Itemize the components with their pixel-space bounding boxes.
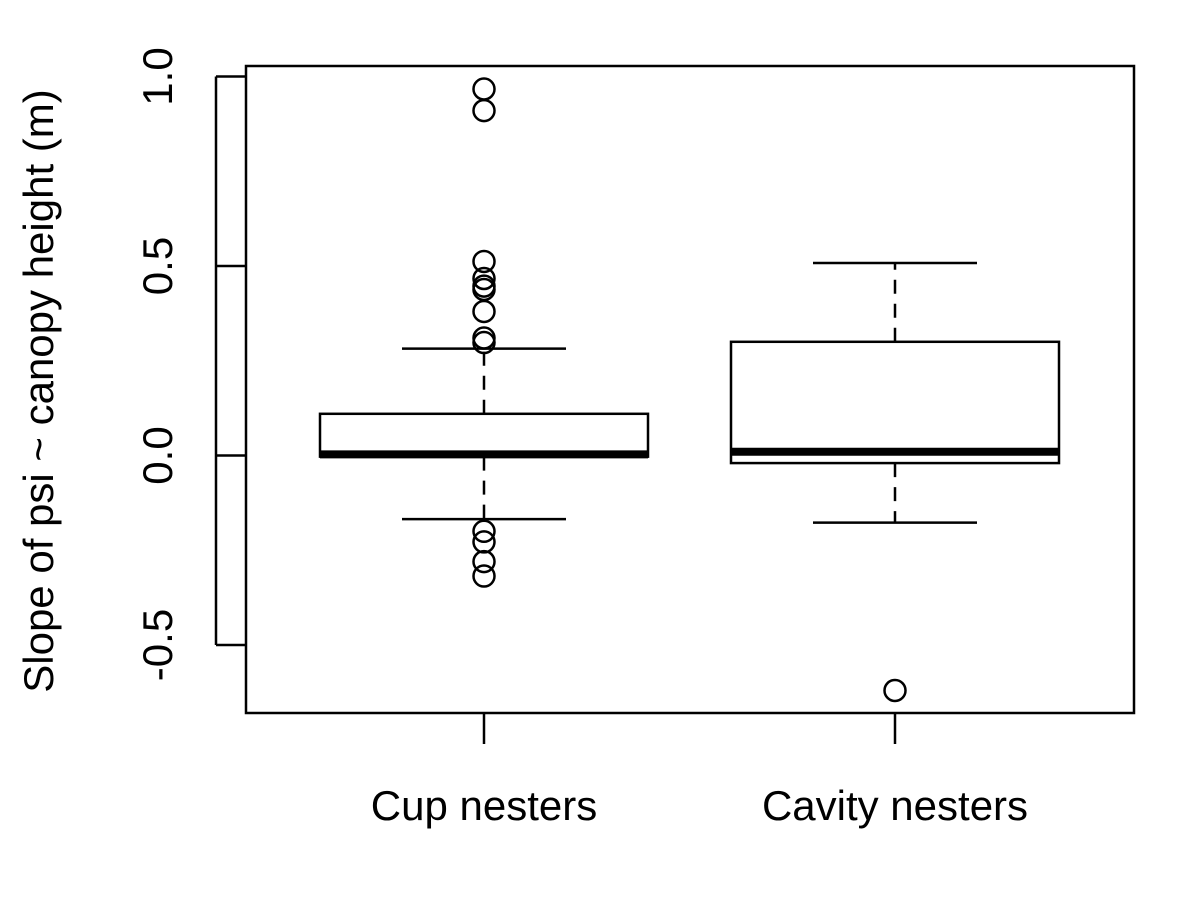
x-tick-label: Cup nesters	[371, 782, 597, 829]
outlier-point	[472, 249, 496, 274]
box-iqr	[729, 340, 1061, 465]
outlier-point	[472, 549, 496, 574]
y-tick-label: 0.0	[134, 426, 181, 484]
box-iqr	[318, 412, 650, 458]
outlier-point	[883, 678, 907, 703]
y-axis-label: Slope of psi ~ canopy height (m)	[15, 89, 62, 693]
outlier-point	[472, 564, 496, 588]
box-group	[729, 261, 1061, 703]
plot-layer: -0.5 0.0 0.5 1.0 Cup nesters Cavity nesters	[134, 47, 1136, 829]
plot-frame	[244, 64, 1136, 715]
outlier-point	[472, 530, 496, 554]
outlier-point	[472, 266, 496, 291]
outlier-point	[472, 98, 496, 123]
y-tick-label: 1.0	[134, 47, 181, 105]
outlier-point	[472, 519, 496, 544]
y-tick-label: 0.5	[134, 237, 181, 295]
x-tick-label: Cavity nesters	[762, 782, 1028, 829]
outlier-point	[472, 330, 496, 355]
box-group	[318, 77, 650, 588]
outlier-point	[472, 299, 496, 324]
y-tick-label: -0.5	[134, 609, 181, 681]
